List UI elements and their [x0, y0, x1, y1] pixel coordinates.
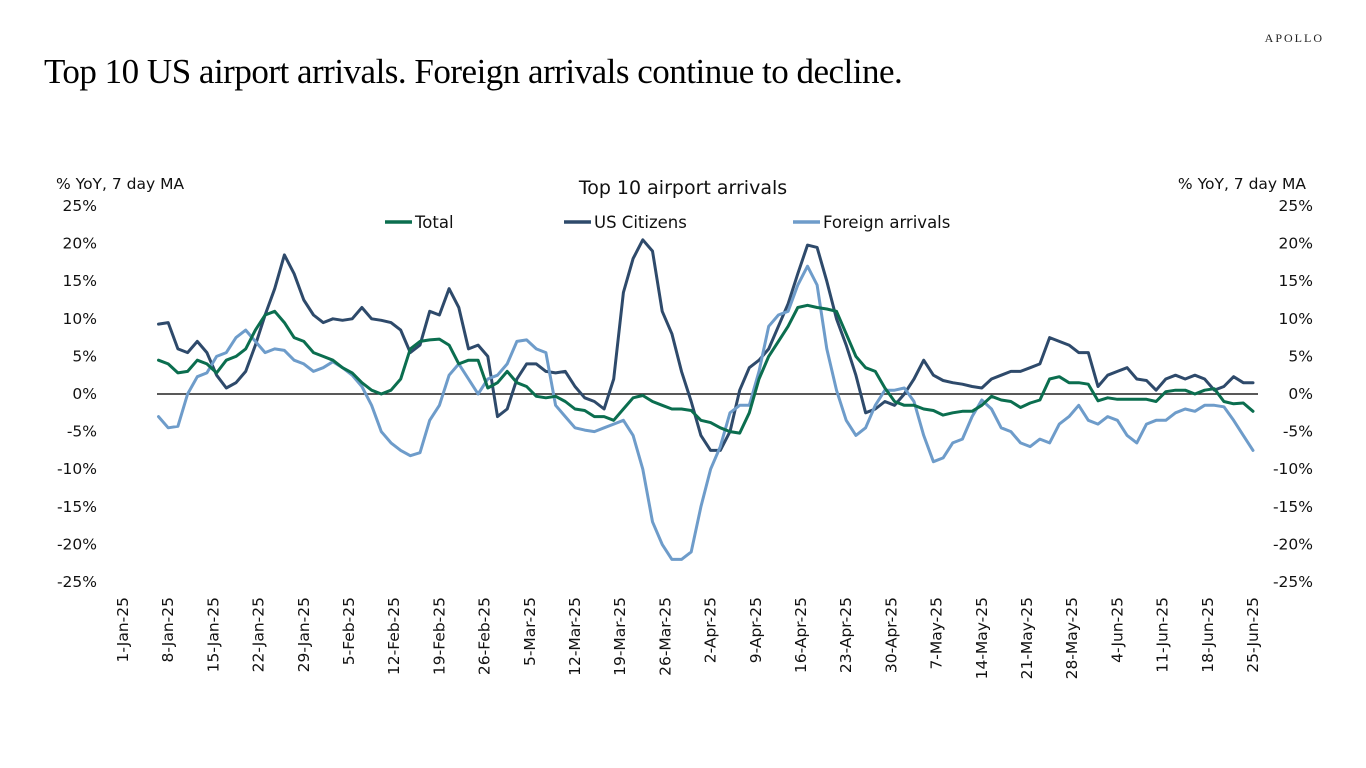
- x-tick-label: 14-May-25: [973, 597, 991, 679]
- x-tick-label: 26-Feb-25: [476, 597, 494, 675]
- x-tick-label: 5-Mar-25: [521, 597, 539, 666]
- series-group: [157, 238, 1255, 561]
- x-tick-label: 25-Jun-25: [1244, 597, 1262, 673]
- y-tick-label-left: -15%: [57, 498, 97, 516]
- legend-item: Foreign arrivals: [793, 213, 950, 232]
- brand-logo: APOLLO: [1264, 31, 1324, 45]
- y-tick-label-left: -5%: [67, 423, 97, 441]
- x-tick-label: 29-Jan-25: [295, 597, 313, 672]
- x-tick-label: 11-Jun-25: [1154, 597, 1172, 673]
- series-line-us-citizens: [157, 238, 1255, 452]
- y-tick-label-left: -25%: [57, 573, 97, 591]
- x-tick-label: 19-Feb-25: [430, 597, 448, 675]
- x-tick-label: 18-Jun-25: [1199, 597, 1217, 673]
- y-tick-label-left: 20%: [63, 235, 97, 253]
- x-tick-label: 22-Jan-25: [250, 597, 268, 672]
- x-tick-label: 21-May-25: [1018, 597, 1036, 679]
- legend-label: Foreign arrivals: [823, 213, 950, 232]
- y-axis-label-left: % YoY, 7 day MA: [56, 175, 184, 193]
- page-headline: Top 10 US airport arrivals. Foreign arri…: [44, 52, 903, 91]
- y-tick-label-left: 10%: [63, 310, 97, 328]
- y-tick-label-right: -20%: [1273, 535, 1313, 553]
- x-tick-label: 12-Mar-25: [566, 597, 584, 676]
- y-tick-label-left: 25%: [63, 197, 97, 215]
- y-tick-label-right: 5%: [1288, 347, 1313, 365]
- y-tick-label-right: 0%: [1288, 385, 1313, 403]
- y-tick-label-left: -10%: [57, 460, 97, 478]
- chart-title: Top 10 airport arrivals: [578, 177, 787, 199]
- x-tick-label: 28-May-25: [1063, 597, 1081, 679]
- x-tick-label: 30-Apr-25: [882, 597, 900, 673]
- y-tick-label-right: -10%: [1273, 460, 1313, 478]
- x-tick-label: 26-Mar-25: [656, 597, 674, 676]
- series-line-foreign-arrivals: [157, 264, 1255, 561]
- x-tick-label: 5-Feb-25: [340, 597, 358, 665]
- series-line-total: [157, 303, 1255, 435]
- x-tick-label: 4-Jun-25: [1108, 597, 1126, 663]
- y-tick-label-right: -25%: [1273, 573, 1313, 591]
- y-tick-label-left: 0%: [72, 385, 97, 403]
- y-ticks-left: 25% 20% 15% 10% 5% 0% -5% -10% -15% -20% -25%: [57, 197, 97, 591]
- legend-label: Total: [414, 213, 454, 232]
- y-tick-label-right: 20%: [1279, 235, 1313, 253]
- y-tick-label-right: -5%: [1283, 423, 1313, 441]
- x-tick-label: 23-Apr-25: [837, 597, 855, 673]
- x-tick-label: 9-Apr-25: [747, 597, 765, 663]
- x-tick-label: 15-Jan-25: [204, 597, 222, 672]
- x-ticks: 1-Jan-25 8-Jan-25 15-Jan-25 22-Jan-25 29-Jan…: [114, 597, 1262, 679]
- y-tick-label-left: -20%: [57, 535, 97, 553]
- legend: Total US Citizens Foreign arrivals: [385, 213, 950, 232]
- y-tick-label-right: 25%: [1279, 197, 1313, 215]
- y-tick-label-left: 15%: [63, 272, 97, 290]
- x-tick-label: 19-Mar-25: [611, 597, 629, 676]
- legend-label: US Citizens: [594, 213, 687, 232]
- x-tick-label: 12-Feb-25: [385, 597, 403, 675]
- y-tick-label-right: -15%: [1273, 498, 1313, 516]
- y-ticks-right: 25% 20% 15% 10% 5% 0% -5% -10% -15% -20% -25%: [1273, 197, 1313, 591]
- x-tick-label: 2-Apr-25: [702, 597, 720, 663]
- x-tick-label: 1-Jan-25: [114, 597, 132, 663]
- x-tick-label: 16-Apr-25: [792, 597, 810, 673]
- legend-item: US Citizens: [564, 213, 687, 232]
- y-tick-label-right: 10%: [1279, 310, 1313, 328]
- y-tick-label-right: 15%: [1279, 272, 1313, 290]
- y-axis-label-right: % YoY, 7 day MA: [1178, 175, 1306, 193]
- x-tick-label: 8-Jan-25: [159, 597, 177, 663]
- legend-item: Total: [385, 213, 454, 232]
- y-tick-label-left: 5%: [72, 347, 97, 365]
- x-tick-label: 7-May-25: [928, 597, 946, 670]
